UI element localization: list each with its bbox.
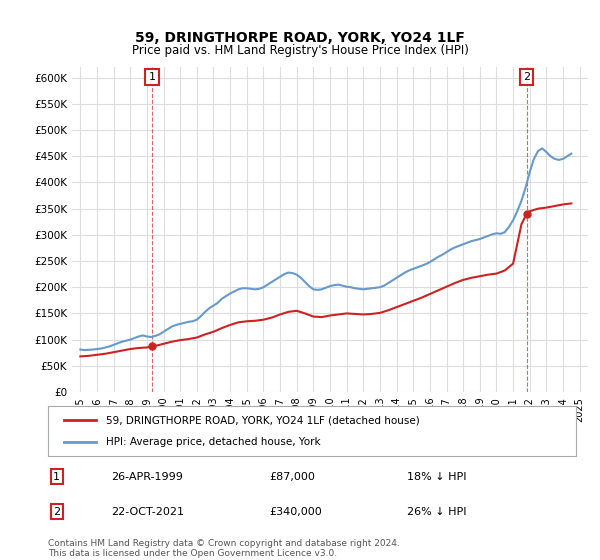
- Text: 59, DRINGTHORPE ROAD, YORK, YO24 1LF (detached house): 59, DRINGTHORPE ROAD, YORK, YO24 1LF (de…: [106, 415, 420, 425]
- Text: 1: 1: [149, 72, 156, 82]
- Text: 18% ↓ HPI: 18% ↓ HPI: [407, 472, 467, 482]
- Text: HPI: Average price, detached house, York: HPI: Average price, detached house, York: [106, 437, 321, 447]
- Text: 26-APR-1999: 26-APR-1999: [112, 472, 183, 482]
- Text: 22-OCT-2021: 22-OCT-2021: [112, 507, 184, 517]
- Text: 26% ↓ HPI: 26% ↓ HPI: [407, 507, 467, 517]
- Text: 2: 2: [523, 72, 530, 82]
- Text: £340,000: £340,000: [270, 507, 323, 517]
- Text: Contains HM Land Registry data © Crown copyright and database right 2024.
This d: Contains HM Land Registry data © Crown c…: [48, 539, 400, 558]
- Text: £87,000: £87,000: [270, 472, 316, 482]
- Text: Price paid vs. HM Land Registry's House Price Index (HPI): Price paid vs. HM Land Registry's House …: [131, 44, 469, 57]
- Text: 59, DRINGTHORPE ROAD, YORK, YO24 1LF: 59, DRINGTHORPE ROAD, YORK, YO24 1LF: [135, 31, 465, 45]
- Text: 1: 1: [53, 472, 60, 482]
- Text: 2: 2: [53, 507, 61, 517]
